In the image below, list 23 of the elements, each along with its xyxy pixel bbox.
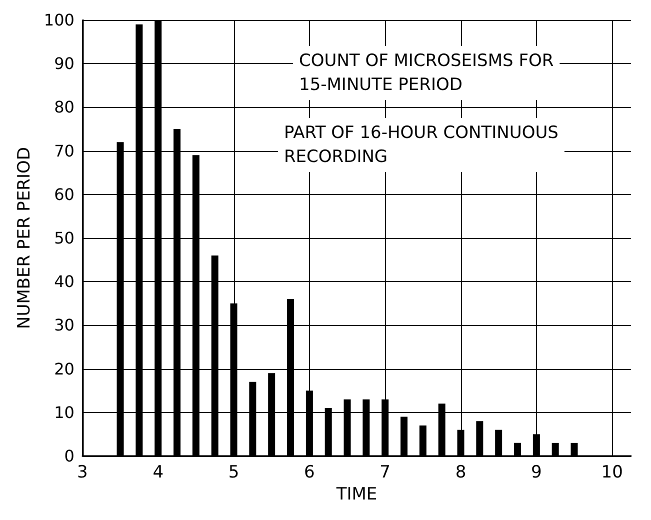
x-tick-label: 10 bbox=[601, 462, 623, 482]
y-tick-label: 30 bbox=[54, 316, 74, 335]
y-tick-label: 40 bbox=[54, 272, 74, 292]
y-tick-label: 10 bbox=[54, 402, 74, 422]
annotation: PART OF 16-HOUR CONTINUOUS RECORDING bbox=[284, 123, 558, 167]
y-tick-label: 80 bbox=[54, 98, 74, 117]
x-axis-title: TIME bbox=[335, 484, 378, 504]
y-tick-label: 0 bbox=[64, 446, 74, 466]
x-tick-label: 6 bbox=[304, 462, 315, 482]
annotation: COUNT OF MICROSEISMS FOR 15-MINUTE PERIOD bbox=[299, 51, 554, 95]
x-tick-label: 8 bbox=[455, 462, 466, 482]
y-tick-label: 100 bbox=[44, 10, 74, 30]
y-tick-label: 70 bbox=[54, 141, 74, 160]
x-tick-label: 3 bbox=[77, 462, 88, 482]
y-tick-label: 90 bbox=[54, 54, 74, 74]
x-tick-label: 5 bbox=[228, 462, 240, 482]
x-tick-label: 7 bbox=[380, 462, 391, 482]
y-axis-title: NUMBER PER PERIOD bbox=[14, 147, 34, 329]
y-tick-label: 50 bbox=[54, 228, 74, 248]
x-tick-label: 4 bbox=[152, 462, 164, 482]
y-tick-label: 60 bbox=[54, 184, 74, 204]
x-tick-label: 9 bbox=[531, 462, 542, 482]
y-tick-label: 20 bbox=[54, 359, 74, 378]
